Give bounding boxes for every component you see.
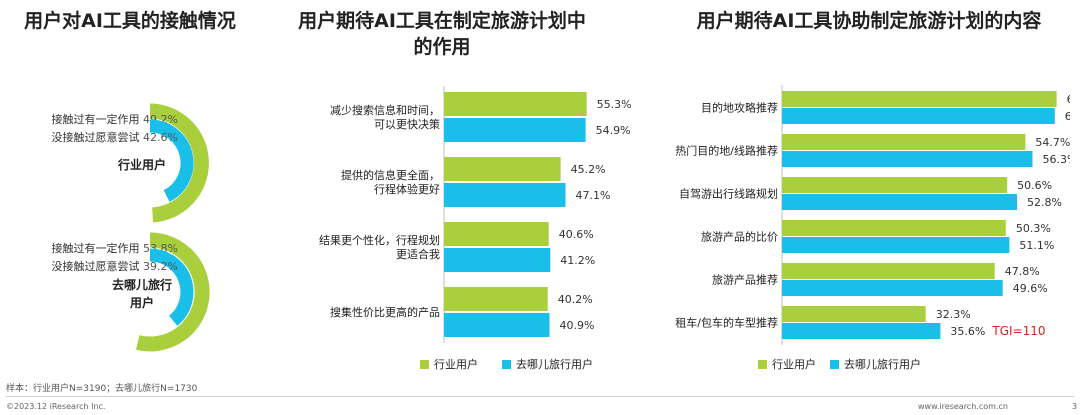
ring-value-label: 53.8% bbox=[140, 242, 178, 255]
category-label: 可以更快决策 bbox=[374, 117, 440, 131]
bar bbox=[782, 108, 1055, 124]
bar-value-label: 52.8% bbox=[1027, 196, 1062, 209]
bar bbox=[782, 220, 1006, 236]
category-label: 自驾游出行线路规划 bbox=[679, 187, 778, 201]
bar-value-label: 40.9% bbox=[560, 319, 595, 332]
legend-label: 行业用户 bbox=[434, 357, 478, 371]
legend-swatch bbox=[502, 360, 511, 369]
ring-series-name: 没接触过愿意尝试 bbox=[52, 130, 140, 144]
ring-center-label: 去哪儿旅行 bbox=[112, 277, 172, 292]
bar bbox=[782, 134, 1026, 150]
category-label: 目的地攻略推荐 bbox=[701, 101, 778, 115]
bar bbox=[444, 157, 561, 181]
ring-series-name: 接触过有一定作用 bbox=[52, 241, 140, 255]
bar bbox=[444, 222, 549, 246]
ring-arc bbox=[135, 232, 210, 352]
bar bbox=[444, 248, 551, 272]
category-label: 结果更个性化，行程规划 bbox=[319, 233, 440, 247]
role-bar-chart: 55.3% 54.9% 减少搜索信息和时间，可以更快决策 45.2% 47.1% 提供的信… bbox=[319, 86, 632, 371]
ring-arc bbox=[149, 119, 194, 202]
ring-arc bbox=[149, 248, 194, 326]
bar bbox=[444, 313, 550, 337]
bar-value-label: 51.1% bbox=[1019, 239, 1054, 252]
right-title: 用户期待AI工具协助制定旅游计划的内容 bbox=[696, 10, 1042, 32]
bar bbox=[444, 92, 587, 116]
category-label: 行程体验更好 bbox=[374, 182, 440, 196]
category-label: 更适合我 bbox=[396, 247, 440, 261]
bar bbox=[782, 151, 1033, 167]
bar bbox=[782, 280, 1003, 296]
bar-value-label: 47.1% bbox=[576, 189, 611, 202]
bar-value-label: 54.9% bbox=[596, 124, 631, 137]
category-label: 租车/包车的车型推荐 bbox=[675, 316, 778, 330]
middle-title: 用户期待AI工具在制定旅游计划中 的作用 bbox=[262, 8, 622, 60]
legend-label: 去哪儿旅行用户 bbox=[516, 357, 593, 371]
bar-value-label: 50.6% bbox=[1017, 179, 1052, 192]
left-title: 用户对AI工具的接触情况 bbox=[24, 10, 236, 32]
bar-value-label: 40.2% bbox=[558, 293, 593, 306]
bar bbox=[782, 323, 941, 339]
legend-swatch bbox=[758, 360, 767, 369]
bar-value-label: 61.7% bbox=[1067, 93, 1070, 106]
bar-value-label: 54.7% bbox=[1035, 136, 1070, 149]
ring-legend-label: 接触过有一定作用 49.2% bbox=[52, 112, 178, 126]
category-label: 提供的信息更全面， bbox=[341, 168, 440, 182]
bar-value-label: 40.6% bbox=[559, 228, 594, 241]
ring-value-label: 39.2% bbox=[140, 260, 178, 273]
bar-value-label: 45.2% bbox=[571, 163, 606, 176]
category-label: 减少搜索信息和时间， bbox=[330, 103, 440, 117]
ring-series-name: 没接触过愿意尝试 bbox=[52, 259, 140, 273]
bar bbox=[782, 306, 926, 322]
footer-divider bbox=[6, 396, 1074, 397]
bar-value-label: 55.3% bbox=[597, 98, 632, 111]
ring-center-label: 用户 bbox=[129, 295, 154, 310]
ring-legend-label: 没接触过愿意尝试 42.6% bbox=[52, 130, 178, 144]
bar-value-label: 49.6% bbox=[1013, 282, 1048, 295]
bar bbox=[444, 183, 566, 207]
legend-swatch bbox=[830, 360, 839, 369]
bar bbox=[782, 91, 1057, 107]
ring-series-name: 接触过有一定作用 bbox=[52, 112, 140, 126]
ring-arc bbox=[149, 103, 209, 223]
category-label: 热门目的地/线路推荐 bbox=[675, 144, 778, 158]
legend-label: 去哪儿旅行用户 bbox=[844, 357, 921, 371]
ring-legend-label: 接触过有一定作用 53.8% bbox=[52, 241, 178, 255]
category-label: 旅游产品推荐 bbox=[712, 273, 778, 287]
bar bbox=[782, 263, 995, 279]
legend-label: 行业用户 bbox=[772, 357, 816, 371]
bar bbox=[444, 287, 548, 311]
legend-swatch bbox=[420, 360, 429, 369]
page-number: 3 bbox=[1072, 402, 1078, 411]
content-bar-chart: 61.7% 61.3% 目的地攻略推荐 54.7% 56.3% 热门目的地/线路推荐 50.… bbox=[675, 85, 1070, 371]
middle-title-line2: 的作用 bbox=[413, 36, 471, 58]
bar-value-label: 41.2% bbox=[560, 254, 595, 267]
ring-legend-label: 没接触过愿意尝试 39.2% bbox=[52, 259, 178, 273]
middle-title-line1: 用户期待AI工具在制定旅游计划中 bbox=[298, 10, 586, 32]
bar bbox=[782, 177, 1008, 193]
ring-value-label: 42.6% bbox=[140, 131, 178, 144]
bar-value-label: 61.3% bbox=[1065, 110, 1070, 123]
bar bbox=[782, 237, 1010, 253]
bar bbox=[444, 118, 586, 142]
website: www.iresearch.com.cn bbox=[918, 402, 1008, 411]
bar bbox=[782, 194, 1017, 210]
category-label: 搜集性价比更高的产品 bbox=[330, 305, 440, 319]
contact-arc-charts: 接触过有一定作用 49.2%没接触过愿意尝试 42.6%行业用户接触过有一定作用… bbox=[52, 103, 210, 352]
bar-value-label: 47.8% bbox=[1005, 265, 1040, 278]
tgi-annotation: TGI=110 bbox=[991, 324, 1045, 338]
bar-value-label: 56.3% bbox=[1043, 153, 1070, 166]
category-label: 旅游产品的比价 bbox=[701, 230, 778, 244]
ring-value-label: 49.2% bbox=[140, 113, 178, 126]
copyright: ©2023.12 iResearch Inc. bbox=[6, 402, 106, 411]
bar-value-label: 50.3% bbox=[1016, 222, 1051, 235]
sample-note: 样本：行业用户N=3190；去哪儿旅行N=1730 bbox=[6, 384, 198, 394]
ring-center-label: 行业用户 bbox=[117, 157, 166, 172]
bar-value-label: 32.3% bbox=[936, 308, 971, 321]
bar-value-label: 35.6% bbox=[950, 325, 985, 338]
